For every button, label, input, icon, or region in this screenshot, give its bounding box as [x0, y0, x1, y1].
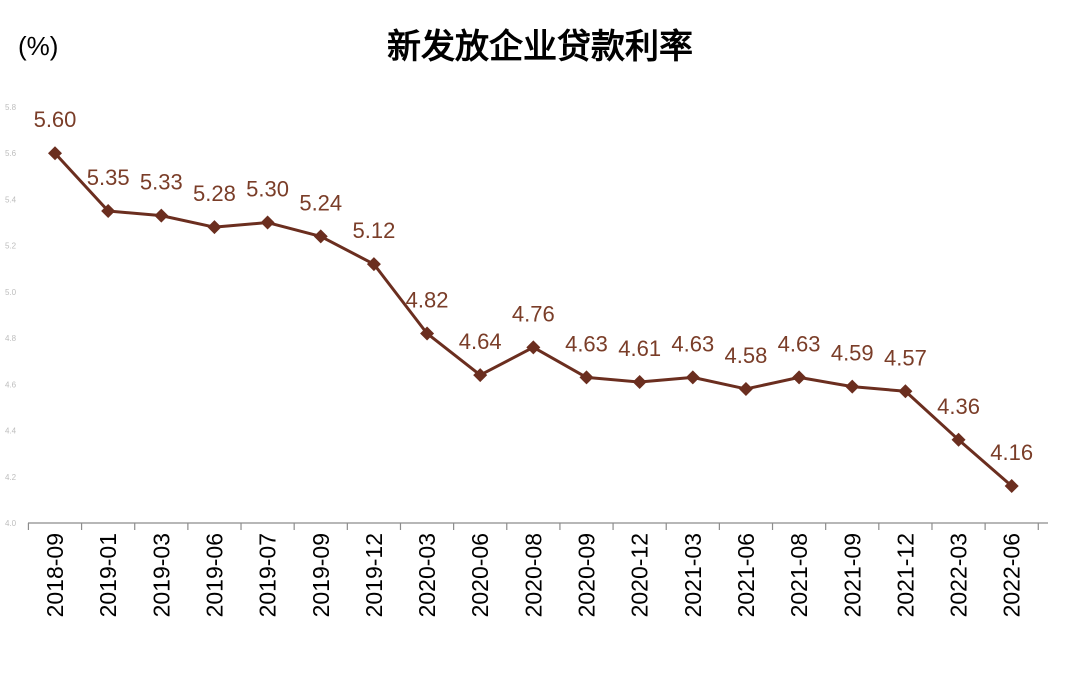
x-tick-label: 2020-08	[520, 533, 546, 617]
data-point-marker	[366, 257, 381, 272]
data-label: 4.82	[406, 287, 449, 312]
data-point-marker	[738, 381, 753, 396]
data-point-marker	[101, 204, 116, 218]
data-point-marker	[154, 208, 169, 223]
x-axis-ticks: 2018-09 2019-01 2019-03 2019-06 2019-07 2019-…	[27, 523, 1039, 617]
data-point-marker	[898, 384, 913, 399]
x-tick-label: 2021-06	[733, 533, 759, 617]
y-tick-label: 4.0	[5, 519, 17, 528]
x-tick-label: 2022-03	[946, 533, 972, 617]
data-label: 5.35	[87, 165, 130, 190]
y-tick-label: 4.4	[5, 427, 17, 436]
x-tick-label: 2021-12	[892, 533, 918, 617]
data-point-marker	[48, 146, 62, 161]
chart-title: 新发放企业贷款利率	[387, 27, 693, 67]
data-point-marker	[473, 368, 488, 383]
data-point-marker	[526, 340, 541, 355]
x-tick-label: 2019-06	[201, 533, 227, 617]
data-label: 4.63	[565, 331, 608, 356]
x-tick-label: 2022-06	[999, 533, 1025, 617]
data-label: 4.58	[725, 343, 768, 368]
data-point-marker	[420, 326, 435, 341]
data-point-marker	[685, 370, 700, 385]
y-tick-label: 5.6	[5, 149, 17, 158]
x-tick-label: 2019-07	[255, 533, 281, 617]
y-tick-label: 4.2	[5, 473, 17, 482]
y-tick-label: 4.6	[5, 380, 17, 389]
data-label: 4.63	[671, 331, 714, 356]
x-tick-label: 2019-03	[148, 533, 174, 617]
x-tick-label: 2020-03	[414, 533, 440, 617]
x-tick-label: 2020-09	[574, 533, 600, 617]
x-tick-label: 2020-06	[467, 533, 493, 617]
data-label: 5.28	[193, 181, 236, 206]
data-labels: 5.60 5.35 5.33 5.28 5.30 5.24 5.12 4.82 4.64 4.76…	[34, 107, 1034, 465]
y-tick-label: 5.4	[5, 195, 17, 204]
data-label: 5.24	[299, 190, 342, 215]
data-label: 4.63	[778, 331, 821, 356]
x-tick-label: 2021-08	[786, 533, 812, 617]
data-label: 4.59	[831, 341, 874, 366]
x-tick-label: 2019-12	[361, 533, 387, 617]
data-label: 4.76	[512, 301, 555, 326]
x-tick-label: 2021-03	[680, 533, 706, 617]
data-point-marker	[207, 220, 222, 235]
data-point-marker	[260, 215, 275, 230]
y-tick-label: 5.2	[5, 242, 17, 251]
unit-label: (%)	[18, 31, 58, 61]
x-tick-label: 2019-01	[95, 533, 121, 617]
data-point-marker	[845, 379, 860, 394]
x-tick-label: 2020-12	[627, 533, 653, 617]
data-label: 4.57	[884, 345, 927, 370]
x-tick-label: 2021-09	[839, 533, 865, 617]
series-markers	[48, 146, 1019, 494]
y-tick-label: 5.8	[5, 103, 17, 112]
y-tick-label: 4.8	[5, 334, 17, 343]
data-label: 4.61	[618, 336, 661, 361]
x-tick-label: 2019-09	[308, 533, 334, 617]
data-label: 4.64	[459, 329, 502, 354]
data-point-marker	[579, 370, 594, 385]
data-label: 4.36	[937, 394, 980, 419]
x-tick-label: 2018-09	[42, 533, 68, 617]
data-point-marker	[792, 370, 807, 385]
data-label: 5.60	[34, 107, 77, 132]
y-tick-label: 5.0	[5, 288, 17, 297]
data-point-marker	[313, 229, 328, 244]
data-label: 5.30	[246, 177, 289, 202]
data-point-marker	[632, 375, 647, 390]
data-label: 5.12	[352, 218, 395, 243]
y-axis-ticks: 4.0 4.2 4.4 4.6 4.8 5.0 5.2 5.4 5.6 5.8	[5, 103, 17, 528]
data-label: 5.33	[140, 170, 183, 195]
data-point-marker	[951, 432, 966, 447]
data-label: 4.16	[990, 440, 1033, 465]
data-point-marker	[1004, 479, 1019, 494]
